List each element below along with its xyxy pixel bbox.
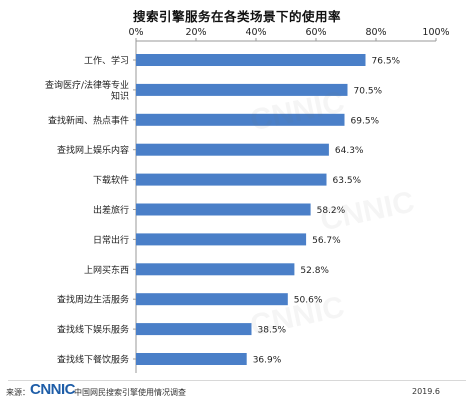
x-tick-label: 100%: [422, 27, 449, 38]
bar: [136, 173, 327, 186]
data-label: 36.9%: [253, 356, 282, 366]
report-date: 2019.6: [412, 387, 440, 396]
source-label: 来源：: [6, 388, 30, 397]
data-label: 38.5%: [258, 326, 287, 336]
bar: [136, 83, 348, 96]
category-label: 查找周边生活服务: [57, 294, 129, 306]
data-label: 76.5%: [372, 57, 401, 67]
x-tick-label: 40%: [245, 27, 266, 38]
category-label: 查找线下餐饮服务: [57, 354, 129, 366]
category-label: 日常出行: [93, 234, 129, 246]
category-label: 查找网上娱乐内容: [57, 144, 129, 156]
bar: [136, 323, 252, 336]
chart-title: 搜索引擎服务在各类场景下的使用率: [132, 9, 341, 24]
data-label: 69.5%: [351, 116, 380, 126]
category-label: 查询医疗/法律等专业: [45, 79, 129, 91]
category-label: 知识: [111, 90, 129, 102]
category-label: 下载软件: [93, 174, 129, 186]
data-label: 50.6%: [294, 296, 323, 306]
data-label: 63.5%: [333, 176, 362, 186]
footer: 来源： CNNIC 中国网民搜索引擎使用情况调查 2019.6: [0, 381, 474, 402]
data-label: 70.5%: [354, 86, 383, 96]
data-label: 58.2%: [317, 206, 346, 216]
cnnic-logo: CNNIC: [30, 381, 76, 398]
data-label: 56.7%: [312, 236, 341, 246]
category-label: 查找新闻、热点事件: [48, 114, 129, 126]
category-label: 上网买东西: [84, 264, 129, 276]
footer-divider: [8, 380, 466, 381]
x-tick-label: 20%: [185, 27, 206, 38]
bar: [136, 353, 247, 365]
survey-name: 中国网民搜索引擎使用情况调查: [74, 388, 186, 397]
bar: [136, 233, 307, 246]
data-label: 52.8%: [300, 266, 329, 276]
bar: [136, 203, 311, 216]
bar: [136, 293, 288, 306]
bar: [136, 54, 366, 66]
bar-chart: 0% 20% 40% 60% 80% 100% 工作、学习 76.5% 查询医疗/法律等专业知识…: [45, 27, 450, 373]
bar: [136, 143, 329, 156]
x-tick-label: 60%: [305, 27, 326, 38]
category-label: 工作、学习: [84, 55, 129, 67]
bar: [136, 113, 345, 126]
data-label: 64.3%: [335, 146, 364, 156]
bar: [136, 263, 295, 276]
category-label: 出差旅行: [93, 204, 129, 216]
category-label: 查找线下娱乐服务: [57, 324, 129, 336]
x-tick-label: 0%: [128, 27, 143, 38]
x-tick-label: 80%: [365, 27, 386, 38]
